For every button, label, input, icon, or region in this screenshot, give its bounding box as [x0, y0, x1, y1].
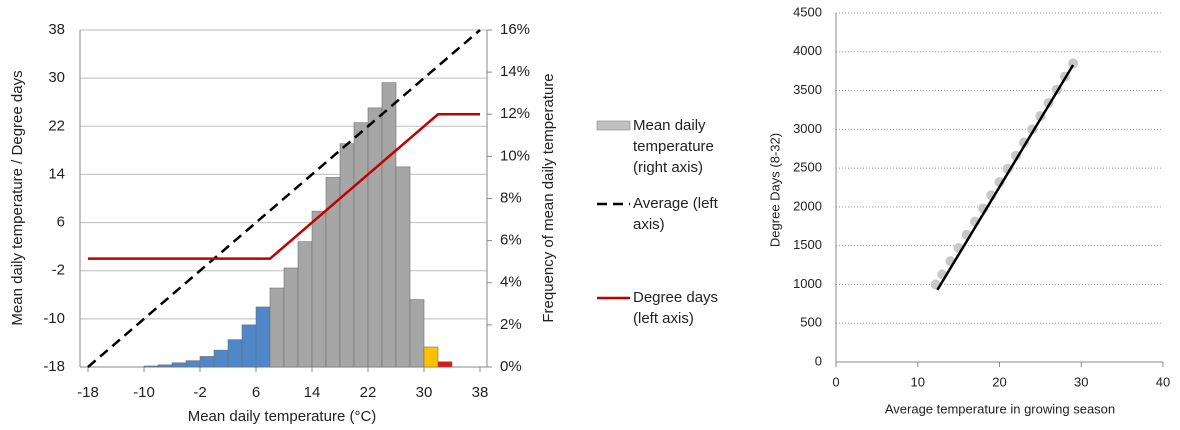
line [936, 64, 1075, 291]
y-tick-label: 6 [57, 214, 65, 231]
legend-swatch [596, 120, 631, 131]
y2-tick-label: 4% [500, 274, 522, 291]
y2-tick-label: 10% [500, 147, 530, 164]
y-axis-label: Degree Days (8-32) [767, 133, 782, 247]
line [88, 113, 480, 260]
y-tick-label: 500 [800, 315, 822, 330]
y-tick-label: -2 [52, 262, 65, 279]
scatter-point [1068, 58, 1079, 69]
y-tick-label: -10 [43, 310, 65, 327]
x-axis-label: Average temperature in growing season [885, 401, 1115, 416]
x-tick-label: 40 [1156, 374, 1170, 389]
x-tick-label: 38 [472, 384, 489, 401]
scatter-point [1010, 150, 1021, 161]
y-tick-label: 38 [48, 21, 65, 38]
x-axis-label: Mean daily temperature (°C) [188, 408, 377, 425]
histogram-bar [269, 287, 285, 368]
y-tick-label: 2000 [793, 198, 822, 213]
y-tick-label: 4000 [793, 43, 822, 58]
histogram-bar [157, 364, 173, 368]
histogram-bar [283, 267, 299, 368]
histogram-bar [297, 241, 313, 368]
y-tick-label: 3500 [793, 82, 822, 97]
legend-label: Average (left axis) [633, 195, 718, 233]
y2-tick-label: 14% [500, 63, 530, 80]
y2-tick-label: 6% [500, 232, 522, 249]
histogram-bar [199, 356, 215, 368]
histogram-bar [185, 360, 201, 368]
x-tick-label: 10 [911, 374, 925, 389]
y-tick-label: 1500 [793, 237, 822, 252]
histogram-bar [241, 324, 257, 368]
histogram-bar [437, 361, 453, 368]
legend-label: Degree days (left axis) [633, 289, 719, 327]
x-tick-label: 30 [416, 384, 433, 401]
histogram-bar [423, 346, 439, 368]
y-tick-label: 1000 [793, 276, 822, 291]
x-tick-label: 20 [992, 374, 1006, 389]
x-tick-label: -10 [133, 384, 155, 401]
x-tick-label: 0 [832, 374, 839, 389]
histogram-bar [367, 107, 383, 368]
y-tick-label: 2500 [793, 160, 822, 175]
y-tick-label: 0 [815, 353, 822, 368]
y2-tick-label: 0% [500, 358, 522, 375]
x-tick-label: 6 [252, 384, 260, 401]
legend-label: Mean daily temperature (right axis) [633, 117, 714, 176]
x-tick-label: 14 [304, 384, 321, 401]
histogram-bar [171, 362, 187, 368]
line [87, 29, 481, 368]
y2-axis-label: Frequency of mean daily temperature [540, 73, 557, 322]
y-tick-label: 4500 [793, 4, 822, 19]
histogram-bar [381, 82, 397, 368]
y-tick-label: -18 [43, 358, 65, 375]
y-tick-label: 3000 [793, 121, 822, 136]
histogram-bar [409, 299, 425, 368]
x-tick-label: -2 [193, 384, 206, 401]
histogram-bar [227, 339, 243, 368]
histogram-bar [339, 143, 355, 368]
y-axis-label: Mean daily temperature / Degree days [9, 70, 26, 325]
histogram-bar [213, 349, 229, 368]
histogram-bar [255, 306, 271, 368]
x-tick-label: 22 [360, 384, 377, 401]
histogram-bar [353, 122, 369, 368]
y2-tick-label: 8% [500, 189, 522, 206]
y-tick-label: 22 [48, 117, 65, 134]
y2-tick-label: 16% [500, 21, 530, 38]
y2-tick-label: 12% [500, 105, 530, 122]
y-tick-label: 30 [48, 69, 65, 86]
histogram-bar [311, 210, 327, 368]
histogram-bar [395, 166, 411, 368]
y2-tick-label: 2% [500, 316, 522, 333]
x-tick-label: 30 [1074, 374, 1088, 389]
y-tick-label: 14 [48, 165, 65, 182]
x-tick-label: -18 [77, 384, 99, 401]
histogram-bar [143, 365, 159, 368]
